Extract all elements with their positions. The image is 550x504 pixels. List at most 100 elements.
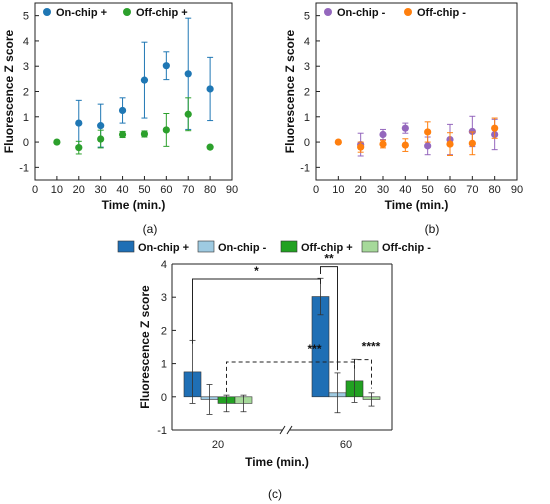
data-point [491,124,499,132]
x-tick-label: 20 [355,184,367,196]
y-axis-label: Fluorescence Z score [138,285,152,409]
legend-label: Off-chip - [417,7,466,19]
x-tick-label: 90 [226,184,238,196]
legend-swatch [117,240,135,253]
y-tick-label: 4 [161,259,167,271]
legend-marker [404,8,412,16]
legend-label: Off-chip - [382,242,431,254]
significance-label: *** [307,342,321,356]
data-point [162,62,170,70]
x-axis-label: Time (min.) [102,198,166,212]
data-point [140,130,149,138]
y-tick-label: 5 [23,11,29,23]
data-point [446,140,454,148]
x-tick-label: 50 [138,184,150,196]
x-tick-label: 20 [212,439,224,451]
y-tick-label: 0 [23,137,29,149]
data-point [184,110,192,118]
y-tick-label: -1 [300,162,310,174]
x-tick-label: 40 [399,184,411,196]
data-point [424,128,432,136]
y-tick-label: 2 [161,325,167,337]
legend-marker [43,8,51,16]
x-axis-label: Time (min.) [385,198,449,212]
data-point [118,130,127,139]
x-tick-label: 10 [51,184,63,196]
data-point [379,130,387,139]
caption-b: (b) [425,222,440,236]
y-tick-label: 5 [304,11,310,23]
data-point [118,106,127,115]
legend-swatch [197,240,215,253]
data-point [206,85,214,93]
data-point [334,138,342,146]
data-point [75,119,83,127]
x-tick-label: 70 [182,184,194,196]
x-tick-label: 70 [466,184,478,196]
legend-label: On-chip + [138,242,189,254]
y-tick-label: 3 [23,61,29,73]
data-point [468,127,476,136]
y-axis-label: Fluorescence Z score [2,29,16,153]
legend-label: On-chip - [218,242,267,254]
significance-label: **** [362,340,381,354]
data-point [97,135,105,143]
y-tick-label: 0 [161,392,167,404]
caption-c: (c) [268,487,282,501]
x-tick-label: 80 [489,184,501,196]
plot-frame [315,2,518,181]
data-point [75,144,83,152]
data-point [206,143,214,151]
significance-bracket [192,278,321,344]
significance-bracket [354,359,372,389]
x-tick-label: 40 [116,184,128,196]
panel-c-bar-chart: On-chip + On-chip - Off-chip + Off-chip - -1… [117,240,431,469]
y-tick-label: 2 [304,87,310,99]
plot-frame [34,2,233,181]
x-tick-label: 60 [340,439,352,451]
y-tick-label: -1 [19,162,29,174]
caption-a: (a) [143,222,158,236]
x-axis-label: Time (min.) [245,455,309,469]
data-point [379,140,387,148]
data-point [140,76,149,84]
legend-label: On-chip - [337,7,386,19]
x-tick-label: 90 [511,184,523,196]
y-axis-label: Fluorescence Z score [283,29,297,153]
x-tick-label: 30 [95,184,107,196]
significance-bracket [226,361,355,392]
data-point [97,122,105,130]
axis-break-mark [279,425,286,435]
legend-marker [324,8,332,16]
y-tick-label: 1 [161,359,167,371]
x-tick-label: 20 [73,184,85,196]
legend-label: Off-chip + [136,7,188,19]
legend-marker [123,8,131,16]
y-tick-label: 0 [304,137,310,149]
y-tick-label: 3 [304,61,310,73]
data-point [401,124,409,132]
y-tick-label: 1 [23,112,29,124]
axis-break-mark [286,425,293,435]
data-point [184,70,192,78]
significance-bracket [320,266,338,371]
legend-label: Off-chip + [301,242,353,254]
y-tick-label: 4 [23,36,29,48]
data-point [424,142,432,150]
data-point [468,139,476,147]
legend-swatch [361,240,379,253]
x-tick-label: 10 [332,184,344,196]
x-tick-label: 60 [160,184,172,196]
x-tick-label: 0 [313,184,319,196]
data-point [401,141,409,149]
y-tick-label: 2 [23,87,29,99]
legend-label: On-chip + [56,7,107,19]
y-tick-label: 3 [161,292,167,304]
data-point [53,138,61,146]
significance-label: ** [324,252,334,266]
data-point [162,126,170,134]
x-tick-label: 80 [204,184,216,196]
